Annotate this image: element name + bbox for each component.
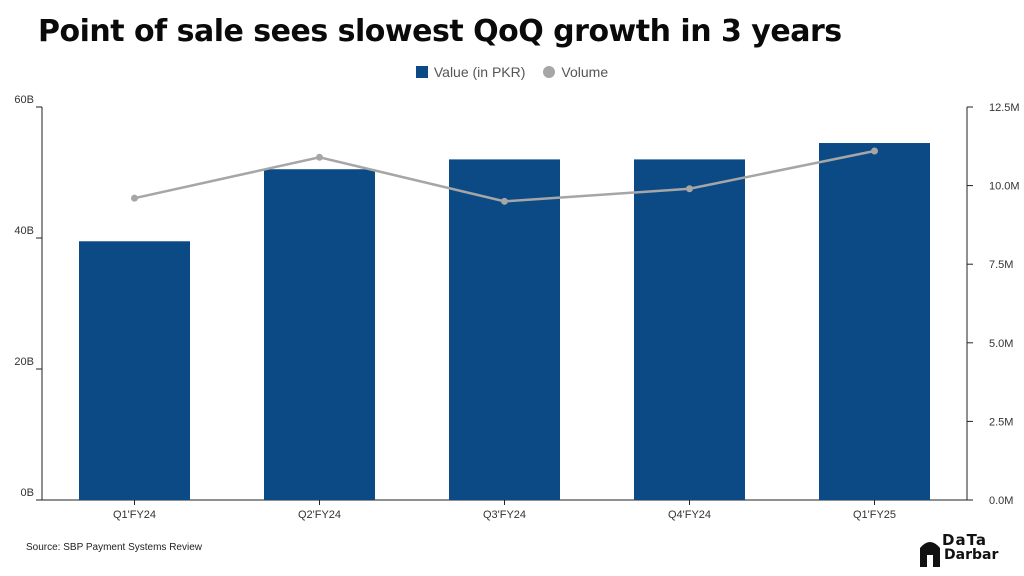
right-tick-label: 10.0M xyxy=(989,181,1020,193)
x-tick-label: Q3'FY24 xyxy=(483,509,526,521)
right-tick-label: 5.0M xyxy=(989,338,1013,350)
x-tick-label: Q4'FY24 xyxy=(668,509,711,521)
bar xyxy=(449,159,560,500)
right-tick-label: 7.5M xyxy=(989,259,1013,271)
legend-swatch-value xyxy=(415,66,428,78)
brand-top-text: DaTa xyxy=(942,531,987,549)
right-tick-label: 12.5M xyxy=(989,102,1020,114)
left-tick-label: 20B xyxy=(14,356,34,368)
right-tick-label: 0.0M xyxy=(989,495,1013,507)
bar xyxy=(634,159,745,500)
chart-legend: Value (in PKR) Volume xyxy=(0,64,1024,80)
x-tick-label: Q1'FY25 xyxy=(853,509,896,521)
legend-label-volume: Volume xyxy=(561,64,609,80)
legend-item-volume: Volume xyxy=(543,64,608,80)
x-tick-label: Q2'FY24 xyxy=(298,509,341,521)
volume-point xyxy=(871,147,878,155)
volume-point xyxy=(131,194,138,202)
bar xyxy=(264,169,375,500)
bar xyxy=(79,241,190,500)
volume-point xyxy=(501,197,508,205)
x-tick-label: Q1'FY24 xyxy=(113,509,156,521)
right-tick-label: 2.5M xyxy=(989,416,1013,428)
volume-point xyxy=(686,185,693,193)
volume-point xyxy=(316,153,323,161)
bar xyxy=(819,143,930,500)
left-tick-label: 60B xyxy=(14,94,34,106)
source-note: Source: SBP Payment Systems Review xyxy=(26,542,202,553)
left-tick-label: 0B xyxy=(21,487,34,499)
brand-logo: DaTa Darbar xyxy=(918,531,998,568)
legend-label-value: Value (in PKR) xyxy=(433,64,526,80)
chart-title: Point of sale sees slowest QoQ growth in… xyxy=(38,14,842,49)
house-icon xyxy=(920,542,940,567)
left-tick-label: 40B xyxy=(14,225,34,237)
legend-item-value: Value (in PKR) xyxy=(415,64,526,80)
legend-swatch-volume xyxy=(543,66,556,78)
brand-name-text: Darbar xyxy=(944,547,999,563)
